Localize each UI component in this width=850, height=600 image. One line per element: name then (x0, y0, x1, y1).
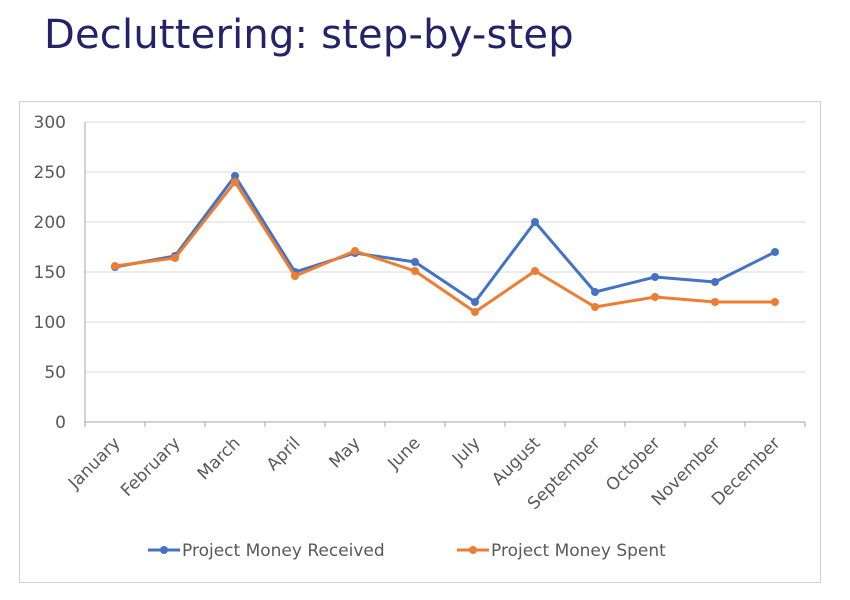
data-point (351, 247, 359, 255)
chart-frame: 0 50 100 150 200 250 300 January February March A… (19, 101, 821, 583)
x-tick-label: April (263, 433, 305, 475)
x-tick-label: July (448, 433, 484, 469)
legend-label: Project Money Spent (491, 541, 666, 561)
data-point (111, 262, 119, 270)
data-point (651, 273, 659, 281)
data-point (591, 303, 599, 311)
data-point (591, 288, 599, 296)
data-point (231, 178, 239, 186)
data-point (771, 248, 779, 256)
y-tick-labels: 0 50 100 150 200 250 300 (34, 113, 66, 433)
data-point (711, 298, 719, 306)
axes (84, 122, 806, 427)
data-point (471, 308, 479, 316)
series-line (114, 174, 776, 304)
data-point (771, 298, 779, 306)
y-tick-label: 50 (44, 363, 66, 383)
legend-marker (469, 546, 477, 554)
legend-marker (160, 546, 168, 554)
data-point (711, 278, 719, 286)
y-tick-label: 200 (34, 213, 66, 233)
x-tick-label: October (602, 433, 664, 495)
y-tick-label: 0 (55, 413, 66, 433)
data-point (231, 172, 239, 180)
data-point (651, 293, 659, 301)
gridlines (85, 121, 805, 373)
legend: Project Money Received Project Money Spen… (148, 541, 666, 561)
y-tick-label: 150 (34, 263, 66, 283)
slide-title: Decluttering: step-by-step (44, 12, 574, 58)
y-tick-label: 250 (34, 163, 66, 183)
data-point (291, 272, 299, 280)
x-tick-label: March (194, 433, 245, 484)
x-tick-label: June (384, 433, 425, 474)
data-point (471, 298, 479, 306)
data-point (531, 267, 539, 275)
y-tick-label: 300 (34, 113, 66, 133)
data-point (171, 254, 179, 262)
x-tick-label: January (64, 433, 124, 493)
data-point (411, 258, 419, 266)
x-tick-label: February (117, 433, 184, 500)
x-tick-label: May (326, 433, 365, 472)
series (111, 172, 779, 316)
data-point (531, 218, 539, 226)
data-point (411, 267, 419, 275)
x-tick-label: August (488, 433, 544, 489)
legend-label: Project Money Received (182, 541, 385, 561)
y-tick-label: 100 (34, 313, 66, 333)
series-line (114, 180, 775, 314)
